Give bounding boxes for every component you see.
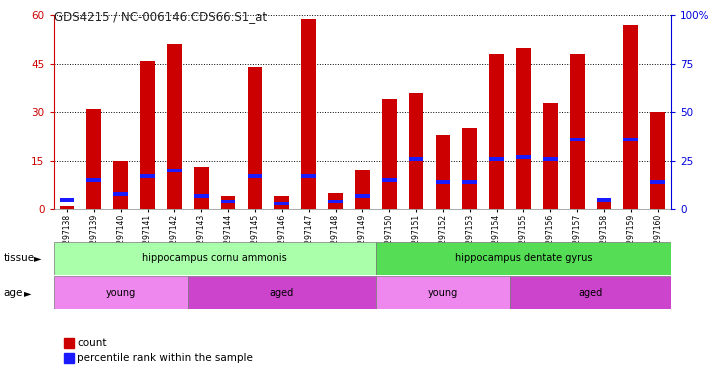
- Bar: [59, 198, 74, 202]
- Bar: [301, 18, 316, 209]
- Bar: [59, 206, 74, 209]
- Bar: [516, 48, 531, 209]
- Text: count: count: [77, 338, 106, 348]
- Bar: [140, 61, 155, 209]
- Bar: [543, 157, 558, 161]
- Bar: [597, 200, 611, 209]
- Bar: [408, 93, 423, 209]
- Bar: [274, 202, 289, 205]
- Bar: [376, 242, 671, 275]
- Bar: [86, 178, 101, 182]
- Bar: [623, 25, 638, 209]
- Bar: [516, 155, 531, 159]
- Bar: [274, 196, 289, 209]
- Bar: [188, 276, 376, 309]
- Text: young: young: [428, 288, 458, 298]
- Text: aged: aged: [270, 288, 294, 298]
- Bar: [328, 200, 343, 204]
- Bar: [543, 103, 558, 209]
- Bar: [167, 45, 182, 209]
- Bar: [436, 135, 451, 209]
- Bar: [510, 276, 671, 309]
- Bar: [114, 192, 128, 196]
- Bar: [650, 180, 665, 184]
- Bar: [650, 113, 665, 209]
- Bar: [248, 174, 262, 178]
- Bar: [408, 157, 423, 161]
- Bar: [194, 194, 208, 198]
- Bar: [114, 161, 128, 209]
- Bar: [489, 54, 504, 209]
- Bar: [436, 180, 451, 184]
- Text: aged: aged: [578, 288, 603, 298]
- Bar: [86, 109, 101, 209]
- Bar: [463, 180, 477, 184]
- Bar: [355, 170, 370, 209]
- Text: GDS4215 / NC-006146.CDS66.S1_at: GDS4215 / NC-006146.CDS66.S1_at: [54, 10, 266, 23]
- Bar: [623, 137, 638, 141]
- Bar: [221, 200, 236, 204]
- Text: ►: ►: [34, 253, 42, 263]
- Text: ►: ►: [24, 288, 31, 298]
- Bar: [597, 198, 611, 202]
- Bar: [382, 178, 396, 182]
- Bar: [248, 67, 262, 209]
- Bar: [570, 137, 585, 141]
- Bar: [167, 169, 182, 172]
- Bar: [382, 99, 396, 209]
- Text: young: young: [106, 288, 136, 298]
- Bar: [54, 242, 376, 275]
- Bar: [194, 167, 208, 209]
- Text: hippocampus cornu ammonis: hippocampus cornu ammonis: [142, 253, 287, 263]
- Bar: [570, 54, 585, 209]
- Bar: [140, 174, 155, 178]
- Bar: [328, 193, 343, 209]
- Bar: [489, 157, 504, 161]
- Text: percentile rank within the sample: percentile rank within the sample: [77, 353, 253, 363]
- Bar: [376, 276, 510, 309]
- Bar: [355, 194, 370, 198]
- Text: tissue: tissue: [4, 253, 35, 263]
- Bar: [54, 276, 188, 309]
- Text: age: age: [4, 288, 23, 298]
- Text: hippocampus dentate gyrus: hippocampus dentate gyrus: [455, 253, 592, 263]
- Bar: [463, 129, 477, 209]
- Bar: [301, 174, 316, 178]
- Bar: [221, 196, 236, 209]
